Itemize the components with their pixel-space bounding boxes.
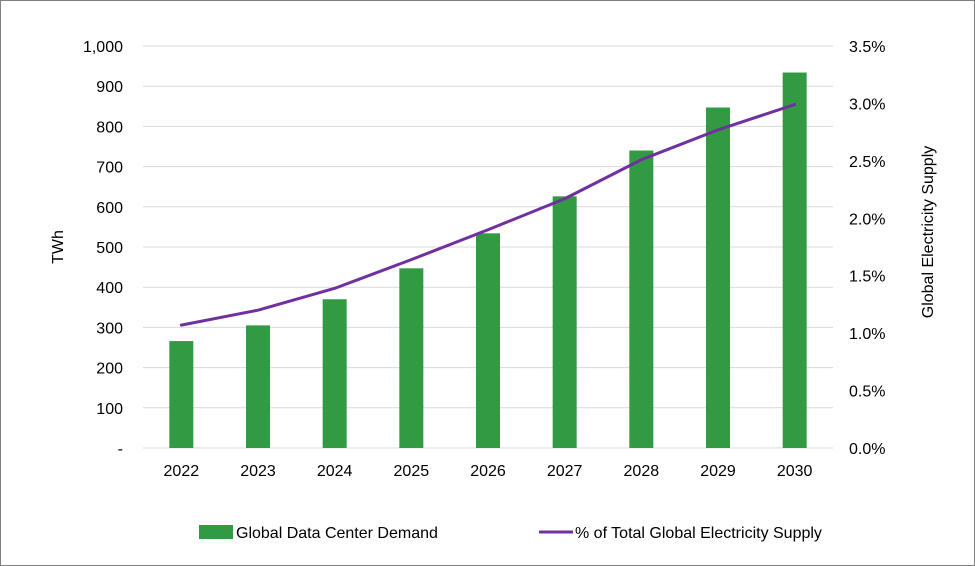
x-tick-label: 2025 [394,463,430,480]
bar-2027 [552,196,577,448]
x-tick-label: 2024 [317,463,353,480]
y-tick-label: 100 [96,401,123,418]
y-tick-label: 1,000 [83,39,123,56]
y-tick-label: 500 [96,240,123,257]
x-axis: 2022 2023 2024 2025 2026 2027 2028 2029 2030 [164,463,813,480]
y-tick-label: 600 [96,200,123,217]
x-tick-label: 2027 [547,463,583,480]
x-tick-label: 2030 [777,463,813,480]
y-tick-label: 900 [96,79,123,96]
y-tick-label: 700 [96,160,123,177]
y-right-tick-label: 0.0% [849,441,885,458]
y-right-tick-label: 2.0% [849,211,885,228]
bar-2023 [246,325,270,448]
line-series [179,103,797,327]
y-axis-right-label: Global Electricity Supply [920,146,937,319]
y-right-tick-label: 0.5% [849,384,885,401]
bar-2028 [629,150,654,448]
y-right-tick-label: 3.5% [849,39,885,56]
x-tick-label: 2029 [700,463,736,480]
x-tick-label: 2026 [470,463,506,480]
y-tick-label: - [118,441,123,458]
y-right-tick-label: 3.0% [849,96,885,113]
legend-bar-swatch [199,525,233,539]
y-axis-label: TWh [50,230,67,264]
x-tick-label: 2022 [164,463,200,480]
y-axis-left: - 100 200 300 400 500 600 700 800 900 1,000 [83,39,123,458]
legend-bar-label: Global Data Center Demand [236,525,438,542]
bar-2025 [399,268,424,448]
bars [169,72,807,449]
x-tick-label: 2023 [240,463,276,480]
y-right-tick-label: 1.5% [849,269,885,286]
legend-line-label: % of Total Global Electricity Supply [575,525,822,542]
bar-2026 [476,233,500,448]
y-tick-label: 400 [96,280,123,297]
y-right-tick-label: 1.0% [849,326,885,343]
y-tick-label: 200 [96,361,123,378]
y-axis-right: 0.0% 0.5% 1.0% 1.5% 2.0% 2.5% 3.0% 3.5% [849,39,885,458]
bar-2022 [169,341,194,448]
y-tick-label: 300 [96,320,123,337]
bar-2030 [782,72,807,449]
x-tick-label: 2028 [624,463,660,480]
y-tick-label: 800 [96,119,123,136]
y-right-tick-label: 2.5% [849,154,885,171]
bar-2029 [706,107,730,449]
bar-2024 [322,299,347,448]
legend: Global Data Center Demand % of Total Glo… [199,525,822,542]
